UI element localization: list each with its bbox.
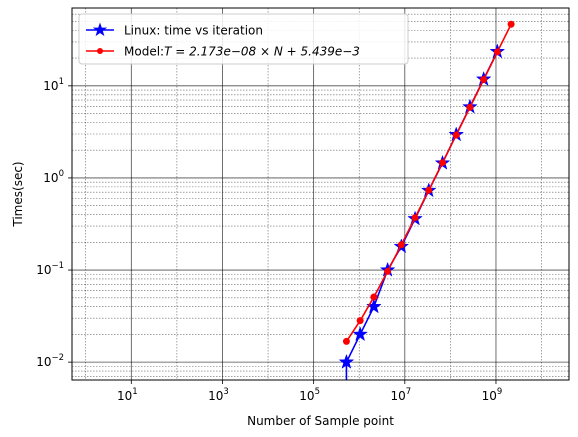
y-tick-base: 10 <box>43 171 58 185</box>
x-axis-label: Number of Sample point <box>247 414 394 428</box>
data-point-star <box>366 298 382 314</box>
legend-label: Model:T = 2.173e−08 × N + 5.439e−3 <box>124 45 360 59</box>
data-point-circle <box>466 103 474 111</box>
y-axis-label: Times(sec) <box>11 161 25 227</box>
data-point-circle <box>411 214 419 222</box>
x-tick-label: 109 <box>482 387 503 403</box>
legend-entry-model: Model:T = 2.173e−08 × N + 5.439e−3 <box>86 45 360 59</box>
data-point-star <box>352 326 369 342</box>
major-grid <box>72 8 569 380</box>
x-tick-label: 101 <box>117 387 138 403</box>
y-tick-exponent: 1 <box>59 77 64 87</box>
legend-star-marker <box>92 22 108 37</box>
x-tick-base: 10 <box>117 389 132 403</box>
minor-grid <box>72 7 569 380</box>
x-tick-exponent: 7 <box>406 387 411 397</box>
legend: Linux: time vs iteration Model:T = 2.173e… <box>78 13 409 65</box>
y-tick-base: 10 <box>43 79 58 93</box>
y-tick-exponent: −2 <box>51 353 64 363</box>
legend-label-prefix: Model: <box>124 45 164 59</box>
x-tick-base: 10 <box>299 389 314 403</box>
data-point-star <box>338 353 355 369</box>
data-point-circle <box>480 76 488 84</box>
x-tick-label: 105 <box>299 387 320 403</box>
data-point-circle <box>493 48 501 56</box>
data-point-circle <box>384 267 392 275</box>
legend-entry-linux: Linux: time vs iteration <box>86 22 263 38</box>
x-tick-exponent: 9 <box>497 387 502 397</box>
plot-area <box>71 7 570 381</box>
data-point-circle <box>425 186 433 194</box>
x-tick-base: 10 <box>390 389 405 403</box>
data-point-circle <box>342 337 350 345</box>
data-point-circle <box>356 317 364 325</box>
legend-circle-marker <box>97 48 103 54</box>
x-tick-exponent: 5 <box>315 387 320 397</box>
data-point-circle <box>370 293 378 301</box>
y-tick-label: 10−2 <box>36 353 64 369</box>
x-tick-exponent: 1 <box>132 387 137 397</box>
data-point-circle <box>438 159 446 167</box>
legend-label: Linux: time vs iteration <box>124 24 263 38</box>
y-tick-exponent: 0 <box>59 169 64 179</box>
series-layer <box>338 20 515 380</box>
y-tick-label: 101 <box>43 77 64 93</box>
series-model <box>342 20 515 345</box>
data-point-circle <box>507 20 515 28</box>
legend-box <box>78 13 409 65</box>
x-tick-label: 103 <box>208 387 229 403</box>
x-tick-label: 107 <box>390 387 411 403</box>
plot-frame <box>71 7 570 381</box>
data-point-circle <box>397 241 405 249</box>
x-tick-exponent: 3 <box>223 387 228 397</box>
y-tick-base: 10 <box>36 263 51 277</box>
x-axis-ticks: 101 103 105 107 109 <box>117 380 502 403</box>
y-tick-label: 100 <box>43 169 64 185</box>
y-tick-exponent: −1 <box>51 261 64 271</box>
legend-label-formula: T = 2.173e−08 × N + 5.439e−3 <box>164 45 360 59</box>
y-tick-base: 10 <box>36 355 51 369</box>
data-point-circle <box>452 131 460 139</box>
x-tick-base: 10 <box>208 389 223 403</box>
y-tick-label: 10−1 <box>36 261 64 277</box>
x-tick-base: 10 <box>482 389 497 403</box>
